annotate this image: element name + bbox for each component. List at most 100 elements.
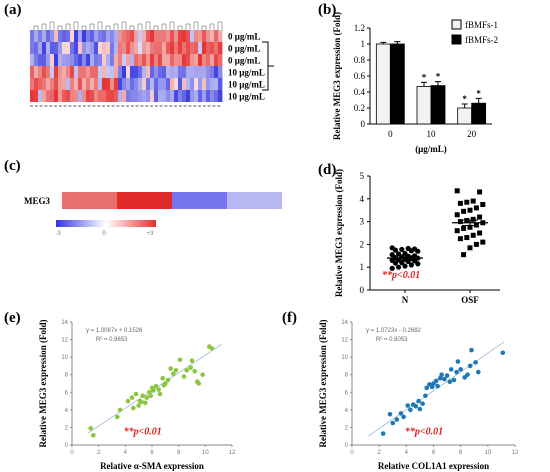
heatmap-cell xyxy=(106,30,111,42)
heatmap-cell xyxy=(162,30,167,42)
dendrogram-branch xyxy=(97,21,103,30)
heatmap-cell xyxy=(214,30,219,42)
y-tick-label: 1 xyxy=(360,262,365,272)
x-axis-title: Relative α-SMA expression xyxy=(100,461,204,471)
heatmap-cell xyxy=(50,66,55,78)
data-point xyxy=(401,414,406,420)
heatmap-cell xyxy=(126,54,131,66)
heatmap-cell xyxy=(58,78,63,90)
heatmap-col-label xyxy=(49,105,53,107)
heatmap-cell xyxy=(58,30,63,42)
heatmap-cell xyxy=(186,30,191,42)
heatmap-cell xyxy=(78,54,83,66)
heatmap-cell xyxy=(178,42,183,54)
dendrogram-branch xyxy=(193,21,199,30)
heatmap-cell xyxy=(206,54,211,66)
heatmap-cell xyxy=(174,66,179,78)
heatmap-cell xyxy=(134,42,139,54)
dendrogram-branch xyxy=(153,25,159,30)
dendrogram-branch xyxy=(145,21,151,30)
heatmap-col-label: N1 xyxy=(194,180,206,190)
heatmap-cell xyxy=(114,78,119,90)
x-tick-label: 4 xyxy=(405,450,409,456)
heatmap-cell xyxy=(122,66,127,78)
heatmap-row-label: 10 μg/mL xyxy=(228,80,265,90)
data-point xyxy=(209,346,215,351)
data-point xyxy=(461,252,467,258)
data-point xyxy=(136,403,141,408)
data-point xyxy=(438,375,443,381)
data-point xyxy=(470,232,476,238)
heatmap-cell xyxy=(90,78,95,90)
heatmap-cell xyxy=(146,66,151,78)
heatmap-cell xyxy=(134,30,139,42)
data-point xyxy=(184,368,189,373)
heatmap-cell xyxy=(66,66,71,78)
heatmap-cell xyxy=(130,78,135,90)
panel-label-c: (c) xyxy=(4,158,21,174)
heatmap-cell xyxy=(54,90,59,102)
heatmap-cell xyxy=(34,30,39,42)
heatmap-cell xyxy=(202,42,207,54)
heatmap-cell xyxy=(42,78,47,90)
heatmap-cell xyxy=(202,30,207,42)
data-point xyxy=(151,388,156,393)
heatmap-col-label xyxy=(202,105,206,107)
significance-star: * xyxy=(476,88,481,98)
heatmap-cell xyxy=(82,90,87,102)
data-point xyxy=(477,230,483,236)
dendrogram-branch xyxy=(81,25,87,30)
heatmap-cell xyxy=(227,192,282,209)
heatmap-cell xyxy=(122,42,127,54)
heatmap-cell xyxy=(134,66,139,78)
heatmap-col-label xyxy=(68,105,72,107)
data-point xyxy=(454,188,460,194)
heatmap-cell xyxy=(170,54,175,66)
y-tick-label: 0 xyxy=(345,443,349,449)
heatmap-cell xyxy=(190,54,195,66)
heatmap-cell xyxy=(150,42,155,54)
dendrogram-branch xyxy=(169,21,175,30)
data-point xyxy=(168,366,173,371)
heatmap-cell xyxy=(50,54,55,66)
heatmap-cell xyxy=(50,30,55,42)
data-point xyxy=(200,372,205,378)
heatmap-cell xyxy=(86,54,91,66)
heatmap-cell xyxy=(34,90,39,102)
heatmap-cell xyxy=(106,66,111,78)
heatmap-cell xyxy=(182,66,187,78)
heatmap-cell xyxy=(94,66,99,78)
heatmap-cell xyxy=(86,42,91,54)
heatmap-cell xyxy=(118,90,123,102)
x-tick-label: 2 xyxy=(97,450,101,456)
heatmap-cell xyxy=(118,42,123,54)
data-point xyxy=(467,245,473,251)
data-point xyxy=(133,391,139,397)
heatmap-cell xyxy=(142,78,147,90)
heatmap-col-label xyxy=(106,105,110,107)
error-bar xyxy=(421,81,427,87)
heatmap-cell xyxy=(98,30,103,42)
heatmap-col-label: N2 xyxy=(249,180,261,190)
heatmap-cell xyxy=(218,30,223,42)
heatmap-cell xyxy=(210,90,215,102)
heatmap-cell xyxy=(38,42,43,54)
data-point xyxy=(457,200,463,206)
heatmap-cell xyxy=(50,90,55,102)
heatmap-cell xyxy=(74,78,79,90)
sem-bar xyxy=(397,255,413,261)
heatmap-cell xyxy=(158,42,163,54)
color-scale-label: +3 xyxy=(147,231,155,237)
heatmap-cell xyxy=(190,30,195,42)
heatmap-cell xyxy=(46,30,51,42)
y-tick-label: 4 xyxy=(360,194,365,204)
heatmap-cell xyxy=(98,42,103,54)
heatmap-cell xyxy=(194,54,199,66)
heatmap-cell xyxy=(46,54,51,66)
heatmap-col-label xyxy=(54,105,57,107)
heatmap-cell xyxy=(58,54,63,66)
heatmap-cell xyxy=(218,66,223,78)
heatmap-cell xyxy=(170,42,175,54)
r-squared: R² = 0.8053 xyxy=(376,337,408,343)
heatmap-cell xyxy=(218,90,223,102)
